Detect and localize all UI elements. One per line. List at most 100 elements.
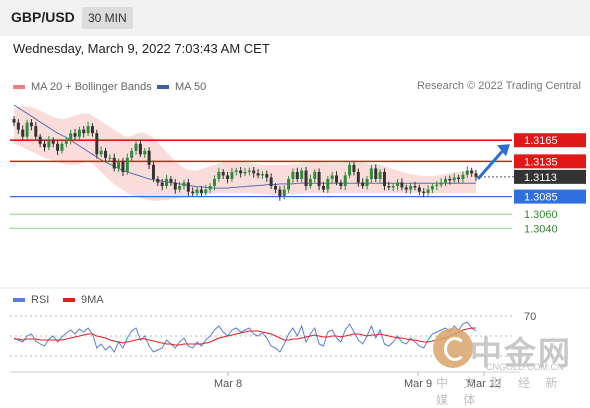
candle-body <box>448 178 452 181</box>
rsi-line <box>13 321 477 354</box>
candle-body <box>112 157 116 169</box>
candle-body <box>317 171 321 187</box>
candle-body <box>226 175 230 179</box>
candle-body <box>378 171 382 179</box>
candle-body <box>374 168 378 179</box>
candle-body <box>330 175 334 179</box>
ma50-swatch <box>157 85 169 90</box>
candle-body <box>265 174 269 178</box>
candle-body <box>409 186 413 190</box>
candle-body <box>274 186 278 190</box>
candle-body <box>47 140 51 148</box>
watermark-subtitle: 中 文 财 经 新 媒 体 <box>436 376 564 407</box>
candle-body <box>335 175 339 183</box>
candle-body <box>404 187 408 190</box>
rsi-ma9-line <box>14 327 476 346</box>
candle-body <box>151 164 155 179</box>
ma50-label: MA 50 <box>175 81 207 93</box>
candle-body <box>439 182 443 185</box>
timeframe-badge[interactable]: 30 MIN <box>82 7 133 29</box>
candle-body <box>60 143 64 151</box>
candle-body <box>343 175 347 187</box>
ma9-swatch <box>63 298 75 303</box>
ma9-label: 9MA <box>81 294 104 306</box>
candle-body <box>108 157 112 159</box>
candle-body <box>43 143 47 148</box>
chart-header: GBP/USD 30 MIN <box>0 0 590 36</box>
candle-body <box>86 126 90 134</box>
candle-body <box>282 189 286 197</box>
legend-ma50: MA 50 <box>157 80 206 94</box>
research-credit: Research © 2022 Trading Central <box>416 80 581 92</box>
level-label-1.3085: 1.3085 <box>524 192 558 204</box>
candle-body <box>278 189 282 197</box>
candle-body <box>147 150 151 165</box>
forecast-arrow-icon <box>497 144 510 157</box>
time-label: Mar 9 <box>404 378 432 390</box>
candle-body <box>474 173 478 177</box>
candle-body <box>239 170 243 174</box>
rsi-label: RSI <box>31 294 50 306</box>
candle-body <box>25 122 29 137</box>
candle-body <box>34 126 38 137</box>
candle-body <box>121 161 125 172</box>
level-label-1.3113: 1.3113 <box>524 172 557 184</box>
legend-rsi: RSI <box>13 293 49 307</box>
candle-body <box>160 182 164 187</box>
candle-body <box>243 171 247 174</box>
candle-body <box>208 186 212 190</box>
candle-body <box>387 186 391 188</box>
ma20-label: MA 20 + Bollinger Bands <box>31 81 152 93</box>
candle-body <box>143 150 147 155</box>
level-badge-1.3165 <box>514 133 586 148</box>
candle-body <box>173 182 177 190</box>
candle-body <box>191 191 195 194</box>
candle-body <box>134 143 138 151</box>
candle-body <box>165 178 169 187</box>
candle-body <box>252 170 256 174</box>
candles <box>12 116 478 201</box>
candle-body <box>422 191 426 194</box>
candle-body <box>365 178 369 187</box>
candle-body <box>125 157 129 172</box>
candle-body <box>413 186 417 188</box>
candle-body <box>452 177 456 181</box>
candle-body <box>382 171 386 187</box>
candle-body <box>304 170 308 187</box>
candle-body <box>369 168 373 179</box>
candle-body <box>391 186 395 188</box>
level-label-1.3060: 1.3060 <box>524 209 558 221</box>
candle-body <box>465 170 469 175</box>
candle-body <box>29 122 33 127</box>
candle-body <box>221 171 225 176</box>
candle-body <box>435 184 439 187</box>
candle-body <box>77 129 81 137</box>
candle-body <box>104 150 108 158</box>
candle-body <box>90 126 94 134</box>
candle-body <box>230 171 234 179</box>
candle-body <box>443 178 447 183</box>
candle-body <box>247 170 251 172</box>
time-label: Mar 12 <box>467 378 501 390</box>
ma20-swatch <box>13 85 25 90</box>
candle-body <box>117 161 121 169</box>
candle-body <box>182 182 186 187</box>
candle-body <box>361 182 365 187</box>
candle-body <box>326 178 330 190</box>
candle-body <box>82 129 86 134</box>
candle-body <box>12 119 16 123</box>
bollinger-band <box>14 106 476 201</box>
candle-body <box>348 164 352 176</box>
legend-9ma: 9MA <box>63 293 104 307</box>
candle-body <box>256 173 260 176</box>
candle-body <box>313 171 317 179</box>
candle-body <box>51 140 55 144</box>
candle-body <box>199 189 203 194</box>
time-label: Mar 8 <box>214 378 242 390</box>
candle-body <box>69 133 73 141</box>
level-label-1.3165: 1.3165 <box>524 135 558 147</box>
watermark-url: CNGOLD.COM.CN <box>486 362 564 372</box>
candle-body <box>130 150 134 158</box>
candle-body <box>461 174 465 179</box>
